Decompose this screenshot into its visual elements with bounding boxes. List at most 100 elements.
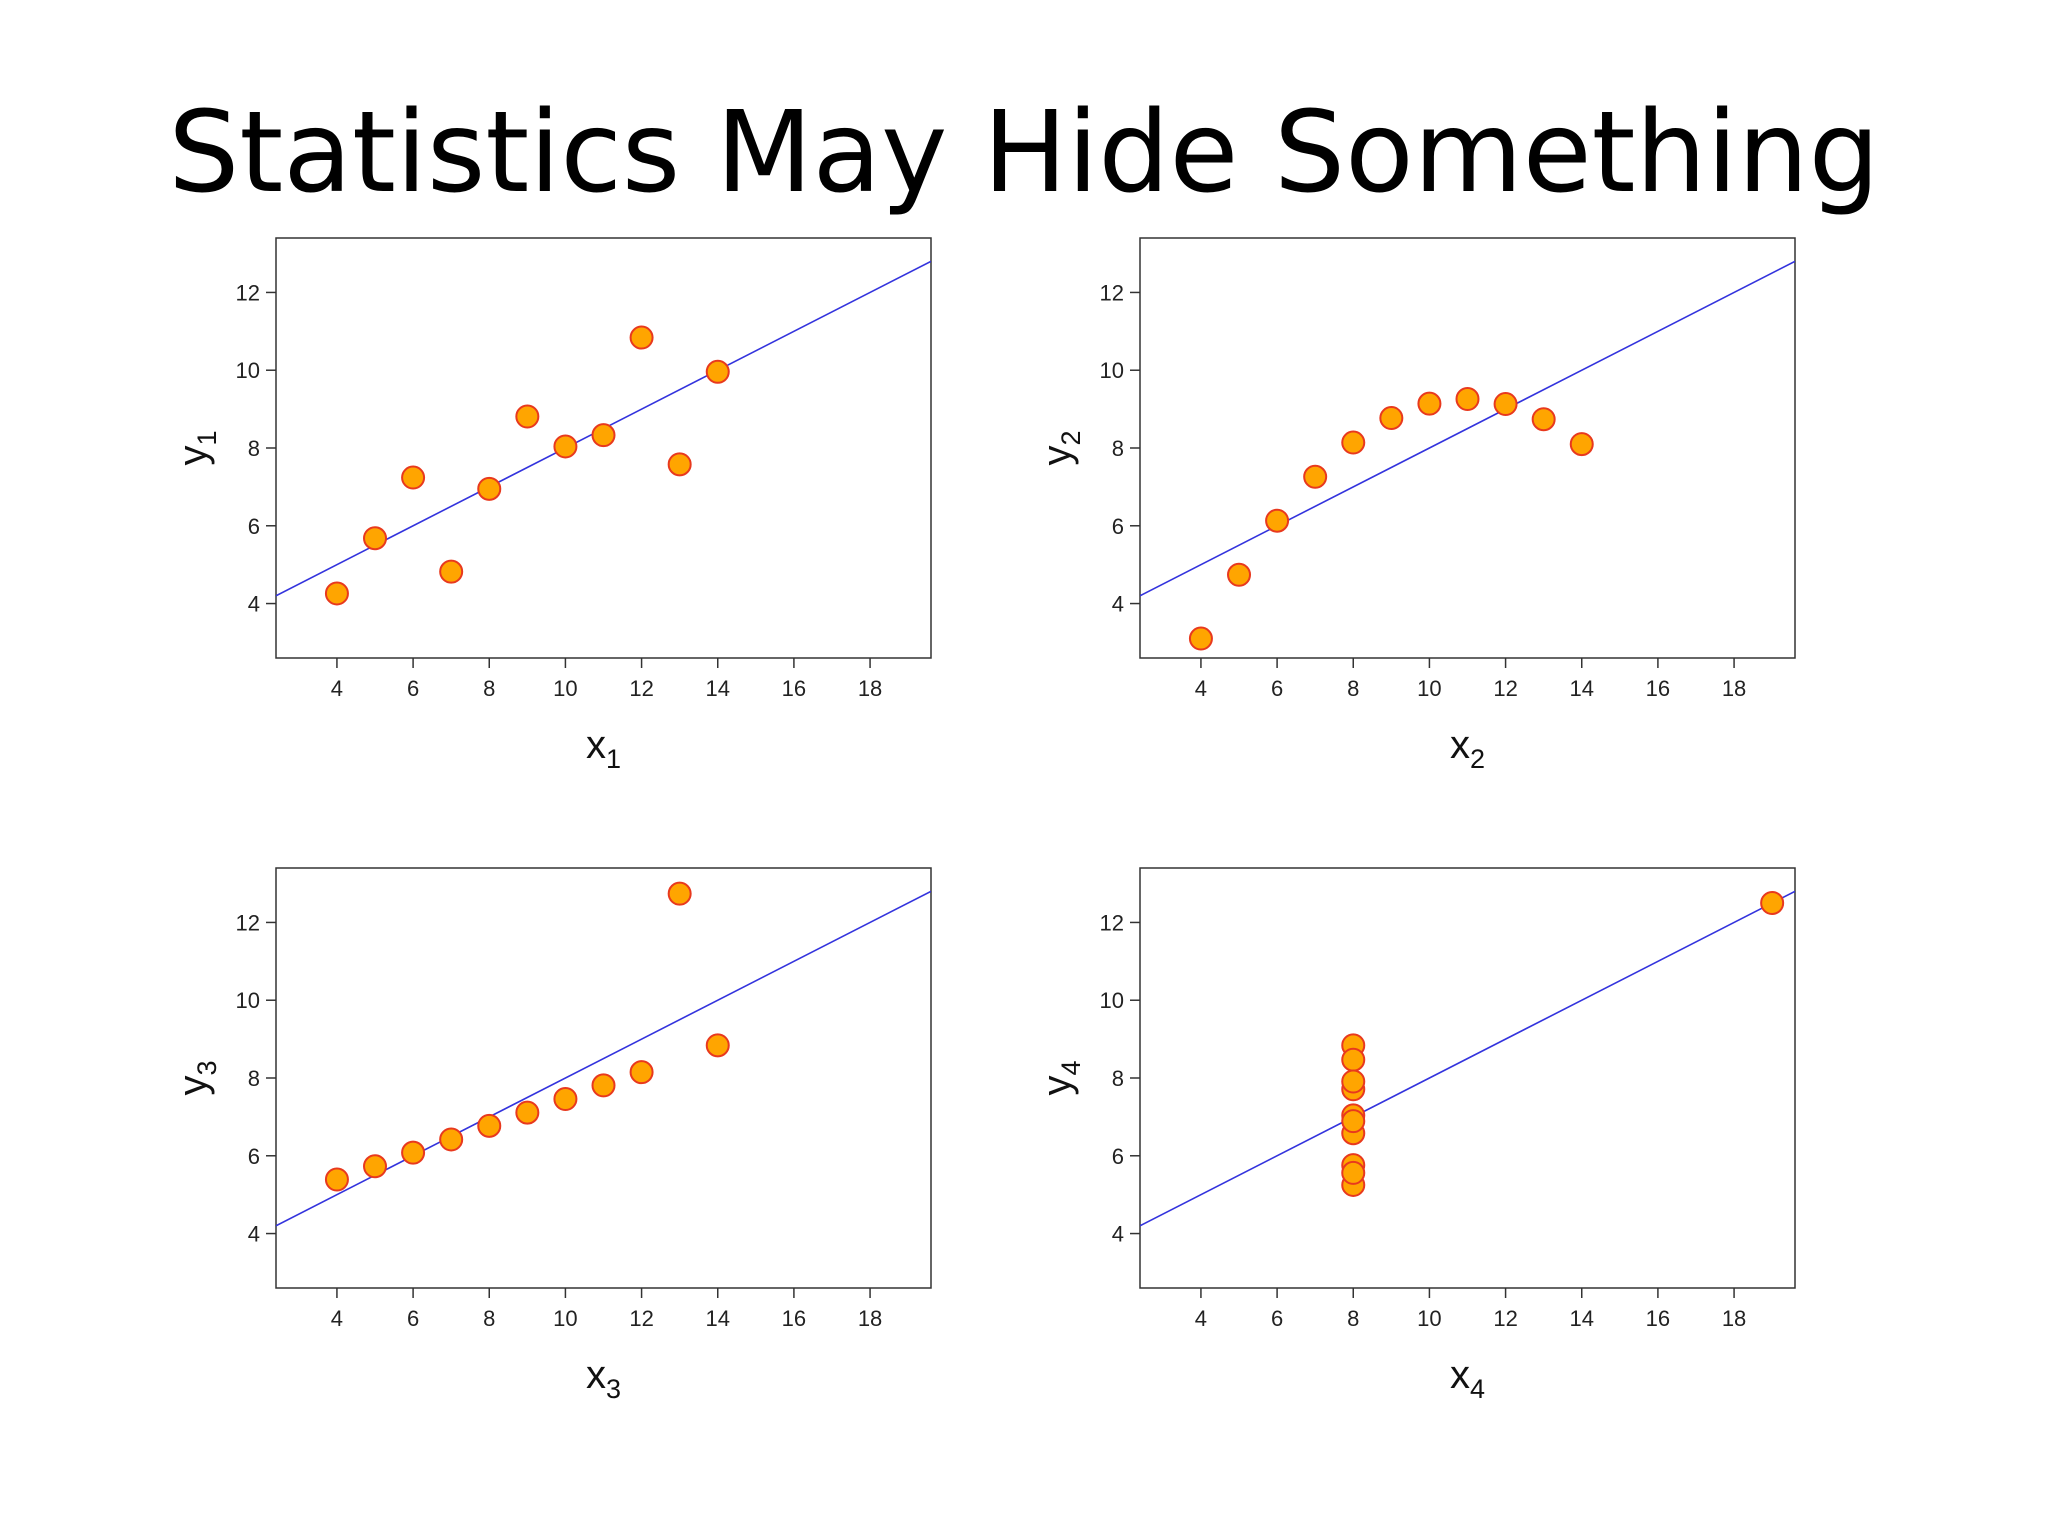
x-tick-label: 4 xyxy=(1195,676,1207,701)
x-tick-label: 6 xyxy=(407,676,419,701)
data-point xyxy=(591,423,616,448)
x-tick-label: 6 xyxy=(1271,676,1283,701)
x-tick-label: 12 xyxy=(1493,676,1517,701)
scatter-panel-4: 4 6 8 10 12 14 16 18 4 6 8 10 12 x4 y4 xyxy=(1014,860,1874,1460)
data-point xyxy=(1379,406,1404,431)
x-tick-label: 6 xyxy=(1271,1306,1283,1331)
x-tick-label: 18 xyxy=(858,1306,882,1331)
data-point xyxy=(477,476,502,501)
x-tick-label: 16 xyxy=(1646,676,1670,701)
x-tick-label: 6 xyxy=(407,1306,419,1331)
data-point xyxy=(324,1167,349,1192)
x-tick-label: 16 xyxy=(782,1306,806,1331)
x-axis-title: x2 xyxy=(1450,723,1485,774)
data-point xyxy=(1341,1047,1366,1072)
y-tick-label: 10 xyxy=(1100,358,1124,383)
data-point xyxy=(1493,392,1518,417)
x-tick-label: 10 xyxy=(553,1306,577,1331)
data-point xyxy=(439,559,464,584)
y-tick-label: 8 xyxy=(248,1066,260,1091)
y-tick-label: 10 xyxy=(236,358,260,383)
x-tick-label: 14 xyxy=(706,676,730,701)
scatter-plot-2: 4 6 8 10 12 14 16 18 4 6 8 10 12 x2 y2 xyxy=(1035,237,1796,774)
x-tick-label: 12 xyxy=(1493,1306,1517,1331)
x-tick-label: 4 xyxy=(331,1306,343,1331)
plot-frame xyxy=(275,237,932,659)
regression-line xyxy=(1140,260,1795,597)
x-axis-title: x3 xyxy=(586,1353,621,1404)
x-tick-label: 12 xyxy=(629,1306,653,1331)
x-tick-label: 16 xyxy=(782,676,806,701)
y-tick-label: 12 xyxy=(1100,910,1124,935)
x-tick-label: 8 xyxy=(1347,1306,1359,1331)
x-tick-label: 4 xyxy=(1195,1306,1207,1331)
x-tick-label: 4 xyxy=(331,676,343,701)
data-point xyxy=(477,1113,502,1138)
x-axis-title: x4 xyxy=(1450,1353,1485,1404)
x-tick-label: 12 xyxy=(629,676,653,701)
data-point xyxy=(1531,407,1556,432)
y-tick-label: 8 xyxy=(248,436,260,461)
y-tick-label: 4 xyxy=(1112,592,1124,617)
x-tick-label: 8 xyxy=(483,676,495,701)
x-tick-label: 14 xyxy=(1570,1306,1594,1331)
data-point xyxy=(553,1087,578,1111)
y-tick-label: 10 xyxy=(236,988,260,1013)
x-tick-label: 10 xyxy=(1417,676,1441,701)
scatter-panel-2: 4 6 8 10 12 14 16 18 4 6 8 10 12 x2 y2 xyxy=(1014,230,1874,830)
data-point xyxy=(1569,432,1594,457)
data-point xyxy=(667,452,692,477)
data-point xyxy=(1341,430,1366,455)
data-point xyxy=(1265,508,1290,533)
y-tick-label: 8 xyxy=(1112,436,1124,461)
x-tick-label: 8 xyxy=(483,1306,495,1331)
y-tick-label: 12 xyxy=(236,280,260,305)
y-tick-label: 12 xyxy=(236,910,260,935)
regression-line xyxy=(1140,890,1795,1227)
data-point xyxy=(401,1140,426,1165)
data-point xyxy=(1341,1109,1366,1134)
data-point xyxy=(1341,1160,1366,1185)
scatter-plot-1: 4 6 8 10 12 14 16 18 4 6 8 10 12 x1 y1 xyxy=(171,237,932,774)
data-point xyxy=(553,434,578,459)
y-tick-label: 8 xyxy=(1112,1066,1124,1091)
data-point xyxy=(363,1154,388,1179)
data-point xyxy=(401,465,426,490)
data-point xyxy=(515,1100,540,1125)
plot-frame xyxy=(1139,237,1796,659)
data-point xyxy=(629,325,654,350)
y-tick-label: 12 xyxy=(1100,280,1124,305)
data-point xyxy=(591,1073,616,1098)
x-tick-label: 10 xyxy=(1417,1306,1441,1331)
y-tick-label: 6 xyxy=(248,1144,260,1169)
y-tick-label: 10 xyxy=(1100,988,1124,1013)
slide-title: Statistics May Hide Something xyxy=(168,88,1880,218)
x-tick-label: 10 xyxy=(553,676,577,701)
y-tick-label: 4 xyxy=(248,1222,260,1247)
x-tick-label: 18 xyxy=(1722,1306,1746,1331)
x-tick-label: 8 xyxy=(1347,676,1359,701)
scatter-plot-3: 4 6 8 10 12 14 16 18 4 6 8 10 12 x3 y3 xyxy=(171,867,932,1404)
data-point xyxy=(439,1127,464,1152)
x-axis-title: x1 xyxy=(586,723,621,774)
data-point xyxy=(363,526,388,551)
data-point xyxy=(1760,891,1785,915)
x-tick-label: 14 xyxy=(706,1306,730,1331)
data-point xyxy=(1417,391,1442,416)
y-tick-label: 6 xyxy=(248,514,260,539)
x-tick-label: 14 xyxy=(1570,676,1594,701)
scatter-panel-1: 4 6 8 10 12 14 16 18 4 6 8 10 12 x1 y1 xyxy=(150,230,1010,830)
data-point xyxy=(705,359,730,384)
data-point xyxy=(1227,562,1252,587)
y-axis-title: y2 xyxy=(1035,430,1086,465)
scatter-plot-4: 4 6 8 10 12 14 16 18 4 6 8 10 12 x4 y4 xyxy=(1035,867,1796,1404)
plot-frame xyxy=(1139,867,1796,1289)
x-tick-label: 18 xyxy=(858,676,882,701)
data-point xyxy=(705,1033,730,1058)
x-tick-label: 16 xyxy=(1646,1306,1670,1331)
y-axis-title: y1 xyxy=(171,430,222,465)
x-tick-label: 18 xyxy=(1722,676,1746,701)
y-tick-label: 6 xyxy=(1112,1144,1124,1169)
data-point xyxy=(667,881,692,906)
data-point xyxy=(515,404,540,429)
